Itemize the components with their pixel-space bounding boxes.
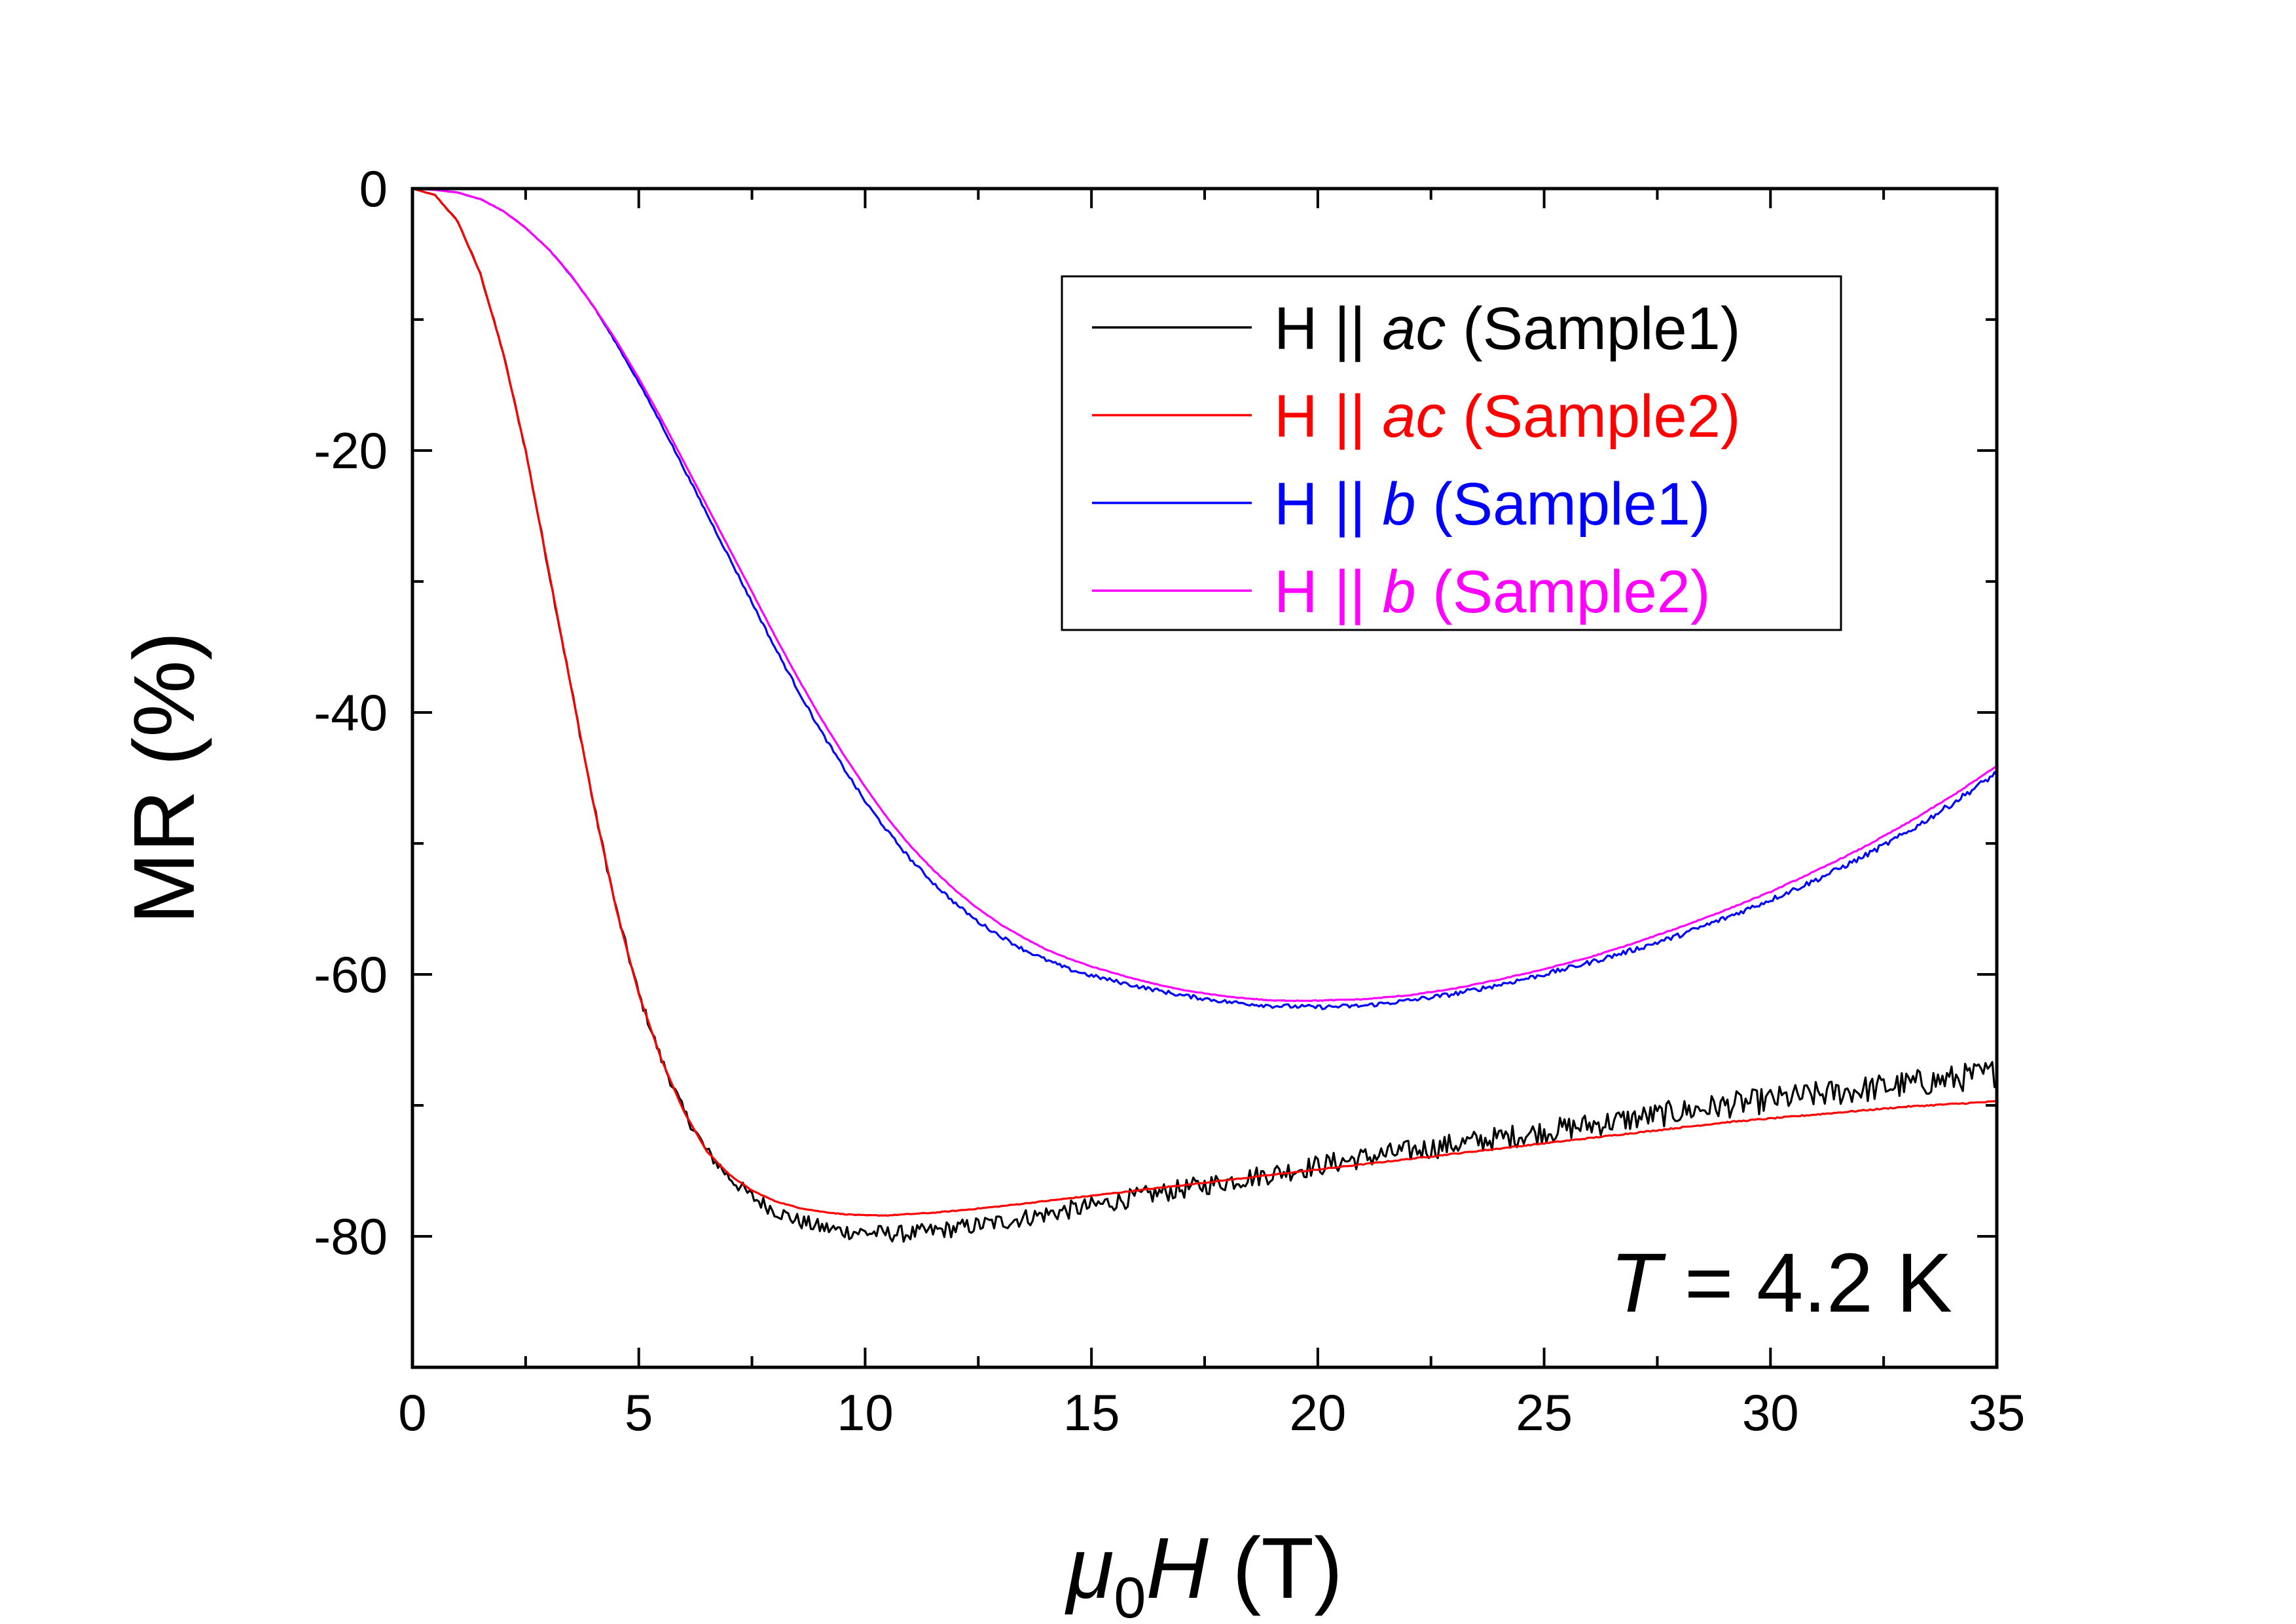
series-line-3 — [412, 187, 1998, 1010]
legend-label-2: H || ac (Sample2) — [1274, 383, 1740, 450]
x-title-unit: (T) — [1209, 1520, 1343, 1616]
legend: H || ac (Sample1) H || ac (Sample2) H || b… — [1061, 275, 1842, 631]
y-tick-label: -80 — [314, 1208, 388, 1265]
temperature-annotation: T = 4.2 K — [1610, 1236, 1952, 1330]
x-tick-label: 0 — [398, 1384, 426, 1441]
x-tick-label: 5 — [625, 1384, 653, 1441]
plot-frame — [410, 187, 1999, 1369]
legend-label-4: H || b (Sample2) — [1274, 559, 1710, 625]
y-tick-label: -20 — [314, 422, 388, 479]
x-tick-label: 25 — [1516, 1384, 1573, 1441]
x-tick-label: 20 — [1289, 1384, 1346, 1441]
series-line-2 — [412, 187, 1997, 1217]
series-line-4 — [412, 187, 1997, 1003]
x-title-symbol: μ — [1065, 1520, 1114, 1616]
x-tick-labels: 0 5 10 15 20 25 30 35 — [398, 1384, 2025, 1441]
x-title-variable: H — [1146, 1520, 1209, 1616]
legend-label-3: H || b (Sample1) — [1274, 471, 1710, 538]
temperature-symbol: T — [1610, 1236, 1666, 1330]
series-line-1 — [412, 187, 1997, 1243]
y-tick-label: -40 — [314, 684, 388, 741]
y-tick-label: -60 — [314, 946, 388, 1003]
x-tick-label: 15 — [1063, 1384, 1120, 1441]
axis-ticks — [411, 187, 1998, 1369]
y-tick-labels: 0 -20 -40 -60 -80 — [314, 160, 388, 1265]
y-axis-title: MR (%) — [116, 631, 212, 924]
x-tick-label: 10 — [837, 1384, 894, 1441]
x-tick-label: 35 — [1969, 1384, 2026, 1441]
series-lines — [412, 187, 1998, 1243]
y-tick-label: 0 — [359, 160, 388, 217]
x-axis-title: μ0H (T) — [1065, 1520, 1343, 1624]
x-title-subscript: 0 — [1114, 1565, 1146, 1624]
x-tick-label: 30 — [1742, 1384, 1799, 1441]
legend-label-1: H || ac (Sample1) — [1274, 295, 1740, 362]
legend-box — [1061, 275, 1842, 631]
temperature-value: = 4.2 K — [1661, 1236, 1952, 1330]
